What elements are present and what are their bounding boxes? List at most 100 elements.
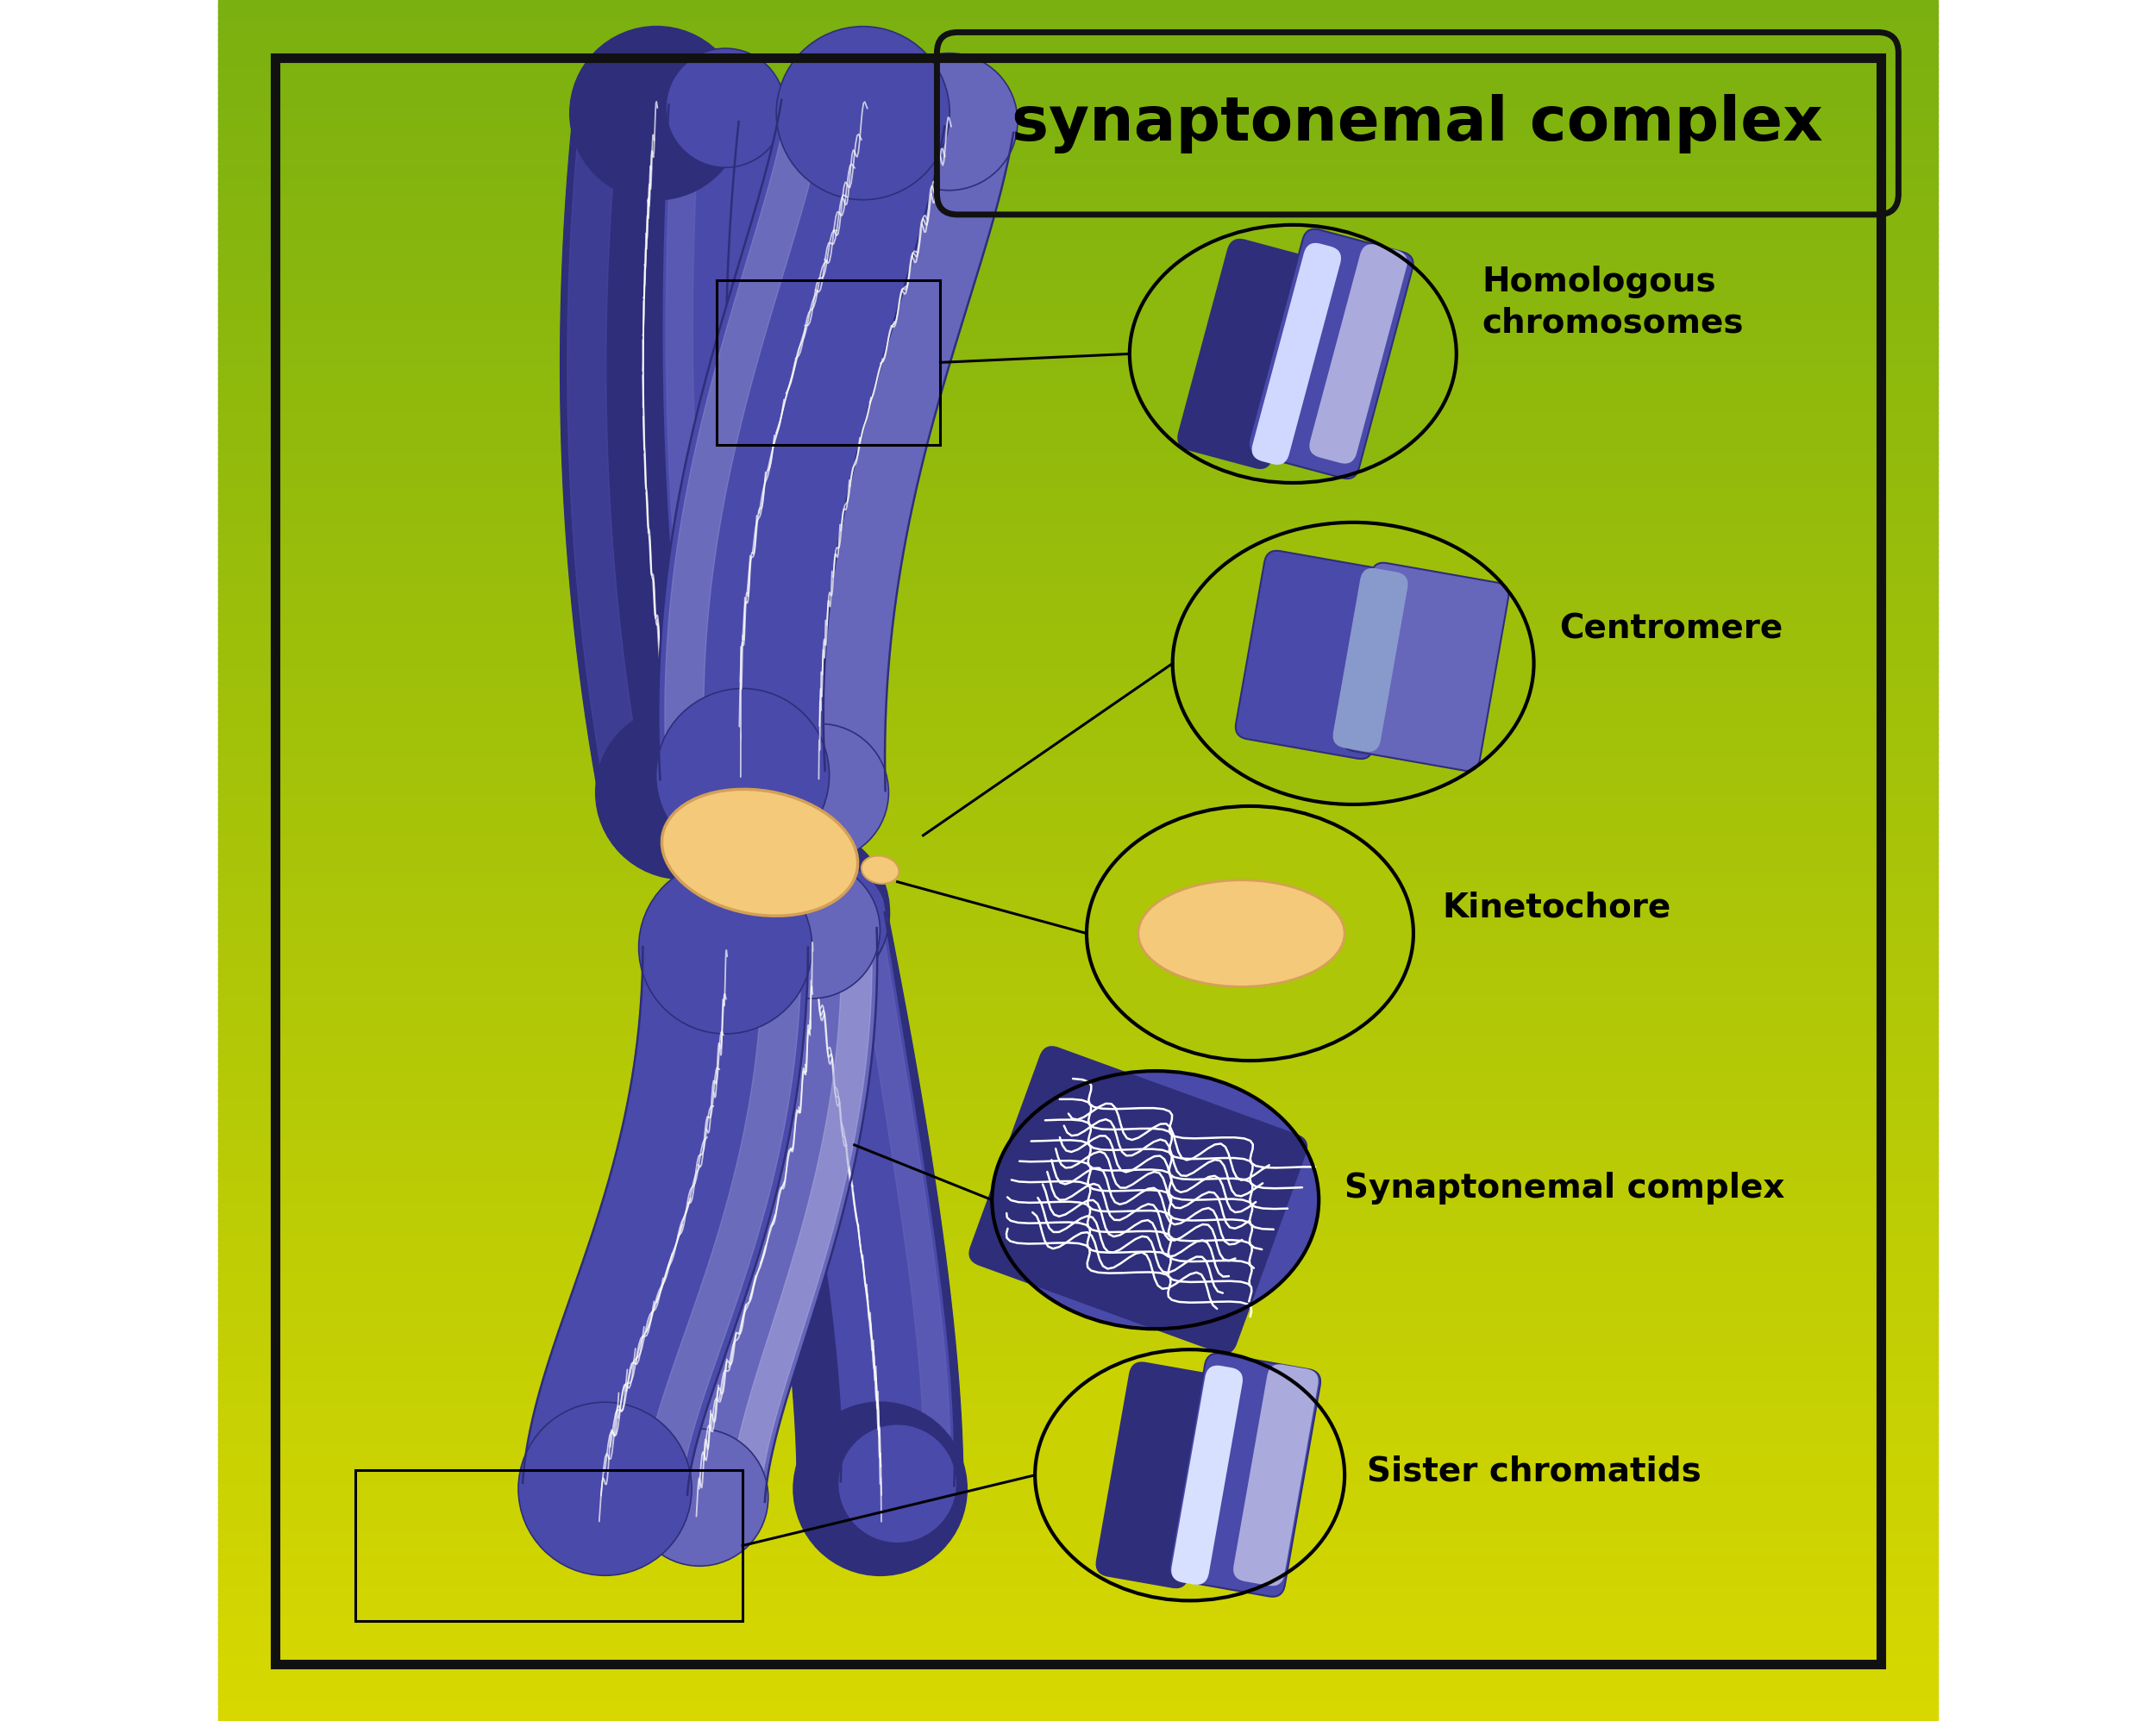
Bar [218, 45, 1938, 53]
Bar [218, 1083, 1938, 1091]
Bar [218, 229, 1938, 236]
Bar [218, 768, 1938, 774]
Bar [218, 630, 1938, 637]
FancyBboxPatch shape [1177, 239, 1322, 468]
Bar [218, 1060, 1938, 1067]
Polygon shape [666, 105, 727, 783]
Bar [218, 1616, 1938, 1623]
Bar [218, 207, 1938, 213]
Bar [218, 1530, 1938, 1537]
Ellipse shape [1035, 1349, 1345, 1601]
Bar [218, 224, 1938, 231]
Bar [218, 1473, 1938, 1480]
Bar [218, 1656, 1938, 1664]
Bar [218, 1449, 1938, 1458]
Bar [218, 22, 1938, 29]
Bar [218, 986, 1938, 993]
Bar [218, 401, 1938, 408]
Bar [218, 1107, 1938, 1113]
Bar [218, 1599, 1938, 1606]
Bar [218, 275, 1938, 282]
Bar [218, 1014, 1938, 1022]
Polygon shape [642, 947, 802, 1494]
Bar [218, 34, 1938, 41]
Bar [218, 940, 1938, 947]
Bar [218, 1552, 1938, 1561]
Bar [218, 652, 1938, 661]
Bar [218, 1227, 1938, 1234]
Bar [218, 1673, 1938, 1681]
Bar [218, 1232, 1938, 1239]
Bar [218, 487, 1938, 494]
Bar [218, 516, 1938, 523]
Bar [218, 1559, 1938, 1566]
Bar [218, 246, 1938, 253]
Bar [218, 423, 1938, 432]
Bar [218, 1535, 1938, 1544]
Bar [218, 527, 1938, 535]
Bar [218, 659, 1938, 666]
Ellipse shape [776, 26, 949, 200]
Ellipse shape [1087, 805, 1414, 1060]
Bar [218, 928, 1938, 936]
Bar [218, 441, 1938, 449]
Bar [218, 1628, 1938, 1635]
Bar [218, 1432, 1938, 1440]
Bar [218, 1129, 1938, 1136]
Bar [218, 413, 1938, 420]
Bar [218, 728, 1938, 735]
Ellipse shape [770, 862, 888, 981]
Bar [218, 1397, 1938, 1406]
Bar [218, 935, 1938, 941]
Bar [218, 807, 1938, 816]
Bar [218, 79, 1938, 88]
Bar [218, 418, 1938, 425]
Bar [218, 1296, 1938, 1303]
Bar [218, 1072, 1938, 1079]
Bar [218, 1163, 1938, 1170]
Bar [218, 750, 1938, 757]
Bar [218, 182, 1938, 191]
Bar [218, 1668, 1938, 1675]
Bar [218, 1306, 1938, 1315]
Bar [218, 1690, 1938, 1699]
Polygon shape [634, 928, 877, 1502]
Bar [218, 534, 1938, 540]
FancyBboxPatch shape [1095, 1363, 1220, 1588]
Bar [218, 1633, 1938, 1640]
Bar [218, 962, 1938, 971]
Bar [218, 281, 1938, 287]
Bar [218, 871, 1938, 878]
Bar [218, 1335, 1938, 1342]
Bar [218, 217, 1938, 225]
FancyBboxPatch shape [1171, 1365, 1242, 1585]
Bar [218, 138, 1938, 145]
Bar [218, 836, 1938, 843]
Bar [218, 52, 1938, 59]
Bar [218, 625, 1938, 632]
Bar [218, 148, 1938, 157]
Bar [218, 578, 1938, 587]
Bar [218, 1525, 1938, 1532]
Bar [218, 699, 1938, 706]
Bar [218, 797, 1938, 804]
Bar [218, 155, 1938, 162]
Bar [218, 367, 1938, 373]
Bar [218, 406, 1938, 415]
Ellipse shape [662, 790, 858, 916]
Bar [218, 1043, 1938, 1050]
Bar [218, 10, 1938, 19]
Bar [218, 458, 1938, 466]
FancyBboxPatch shape [970, 1046, 1307, 1353]
Bar [218, 893, 1938, 902]
Bar [218, 1404, 1938, 1411]
Bar [218, 979, 1938, 988]
Bar [218, 1490, 1938, 1497]
Bar [218, 613, 1938, 620]
Polygon shape [561, 105, 763, 807]
Bar [218, 160, 1938, 167]
Bar [218, 1117, 1938, 1126]
Bar [218, 721, 1938, 730]
Bar [218, 945, 1938, 953]
Bar [218, 355, 1938, 363]
